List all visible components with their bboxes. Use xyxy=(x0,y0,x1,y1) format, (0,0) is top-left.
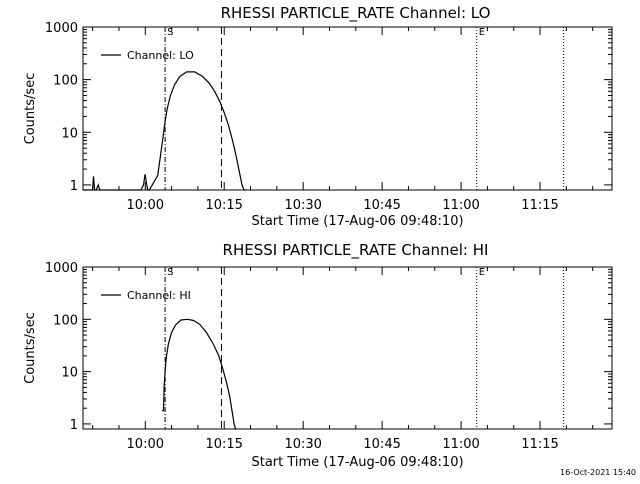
y-tick-label: 1 xyxy=(70,179,78,194)
legend-label: Channel: LO xyxy=(127,49,194,62)
y-tick-label: 100 xyxy=(53,74,78,89)
y-tick-label: 10 xyxy=(61,126,78,141)
x-tick-label: 11:15 xyxy=(521,437,558,452)
legend-label: Channel: HI xyxy=(127,289,191,302)
y-tick-label: 1000 xyxy=(45,21,78,36)
y-axis-label: Counts/sec xyxy=(23,73,38,145)
chart-title: RHESSI PARTICLE_RATE Channel: LO xyxy=(221,4,491,23)
x-tick-label: 10:30 xyxy=(284,437,321,452)
y-tick-label: 1000 xyxy=(45,261,78,276)
time-marker-label: S xyxy=(167,267,173,278)
x-tick-label: 10:00 xyxy=(127,198,164,213)
series-line xyxy=(162,318,237,430)
y-axis-label: Counts/sec xyxy=(23,312,38,384)
x-tick-label: 10:45 xyxy=(363,198,400,213)
lo-channel-panel: RHESSI PARTICLE_RATE Channel: LO 10:00 10:… xyxy=(23,4,613,229)
x-tick-label: 10:15 xyxy=(205,198,242,213)
y-tick-label: 1 xyxy=(70,418,78,433)
x-tick-label: 10:30 xyxy=(284,198,321,213)
y-tick-label: 100 xyxy=(53,313,78,328)
time-marker-label: E xyxy=(479,27,485,38)
x-tick-label: 11:00 xyxy=(442,198,479,213)
y-tick-label: 10 xyxy=(61,366,78,381)
chart-title: RHESSI PARTICLE_RATE Channel: HI xyxy=(223,241,489,260)
timestamp-label: 16-Oct-2021 15:40 xyxy=(560,468,636,477)
hi-channel-panel: RHESSI PARTICLE_RATE Channel: HI 10:00 10:… xyxy=(23,241,613,470)
x-axis-label: Start Time (17-Aug-06 09:48:10) xyxy=(251,455,463,470)
plot-frame xyxy=(82,26,613,191)
plot-frame xyxy=(82,266,613,430)
x-tick-label: 10:45 xyxy=(363,437,400,452)
x-axis-label: Start Time (17-Aug-06 09:48:10) xyxy=(251,214,463,229)
x-tick-label: 10:15 xyxy=(205,437,242,452)
x-tick-label: 11:15 xyxy=(521,198,558,213)
series-line xyxy=(83,71,247,191)
time-marker-label: S xyxy=(167,27,173,38)
time-marker-label: E xyxy=(479,267,485,278)
x-tick-label: 11:00 xyxy=(442,437,479,452)
x-tick-label: 10:00 xyxy=(127,437,164,452)
